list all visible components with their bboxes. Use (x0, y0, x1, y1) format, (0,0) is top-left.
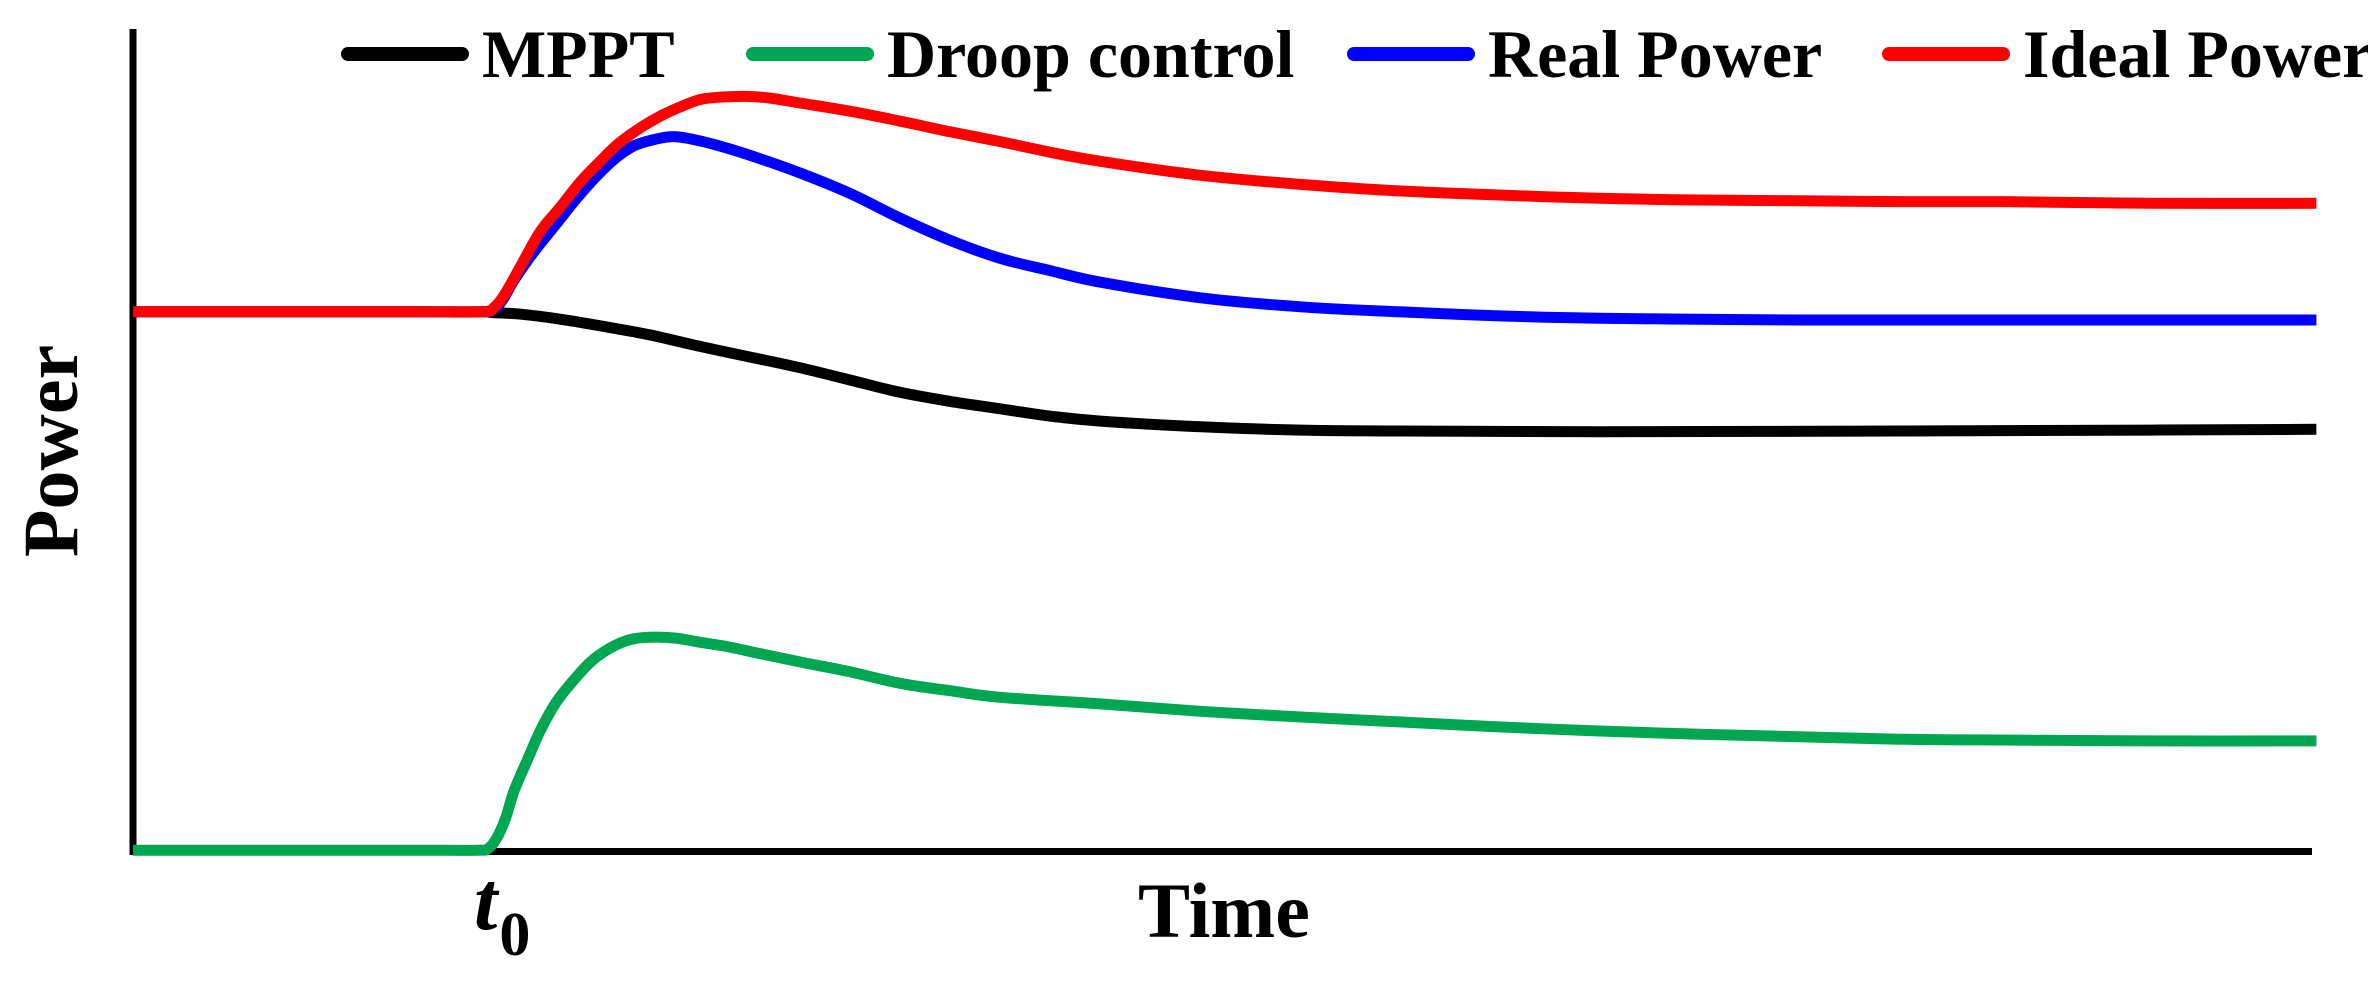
t0-subscript: 0 (499, 901, 531, 969)
series-line-mppt (132, 306, 2317, 438)
series-line-ideal-power (132, 90, 2317, 318)
legend-label-ideal-power: Ideal Power (2023, 16, 2368, 92)
series-line-droop-control (133, 631, 2317, 856)
legend-item-droop-control: Droop control (746, 14, 1294, 94)
legend-swatch-ideal-power (1882, 47, 2010, 61)
y-axis-label: Power (7, 344, 94, 558)
legend-label-mppt: MPPT (482, 16, 675, 92)
t0-annotation: t0 (474, 860, 530, 967)
series-line-real-power (132, 131, 2317, 326)
legend-label-droop-control: Droop control (887, 16, 1295, 92)
legend-swatch-droop-control (746, 47, 874, 61)
legend-item-real-power: Real Power (1347, 14, 1822, 94)
legend-swatch-mppt (341, 47, 469, 61)
t0-base: t (474, 855, 498, 948)
legend-item-mppt: MPPT (341, 14, 675, 94)
legend: MPPT Droop control Real Power Ideal Powe… (0, 0, 2368, 120)
legend-swatch-real-power (1347, 47, 1475, 61)
legend-label-real-power: Real Power (1488, 16, 1823, 92)
legend-item-ideal-power: Ideal Power (1882, 14, 2368, 94)
x-axis-label: Time (1138, 867, 1310, 954)
